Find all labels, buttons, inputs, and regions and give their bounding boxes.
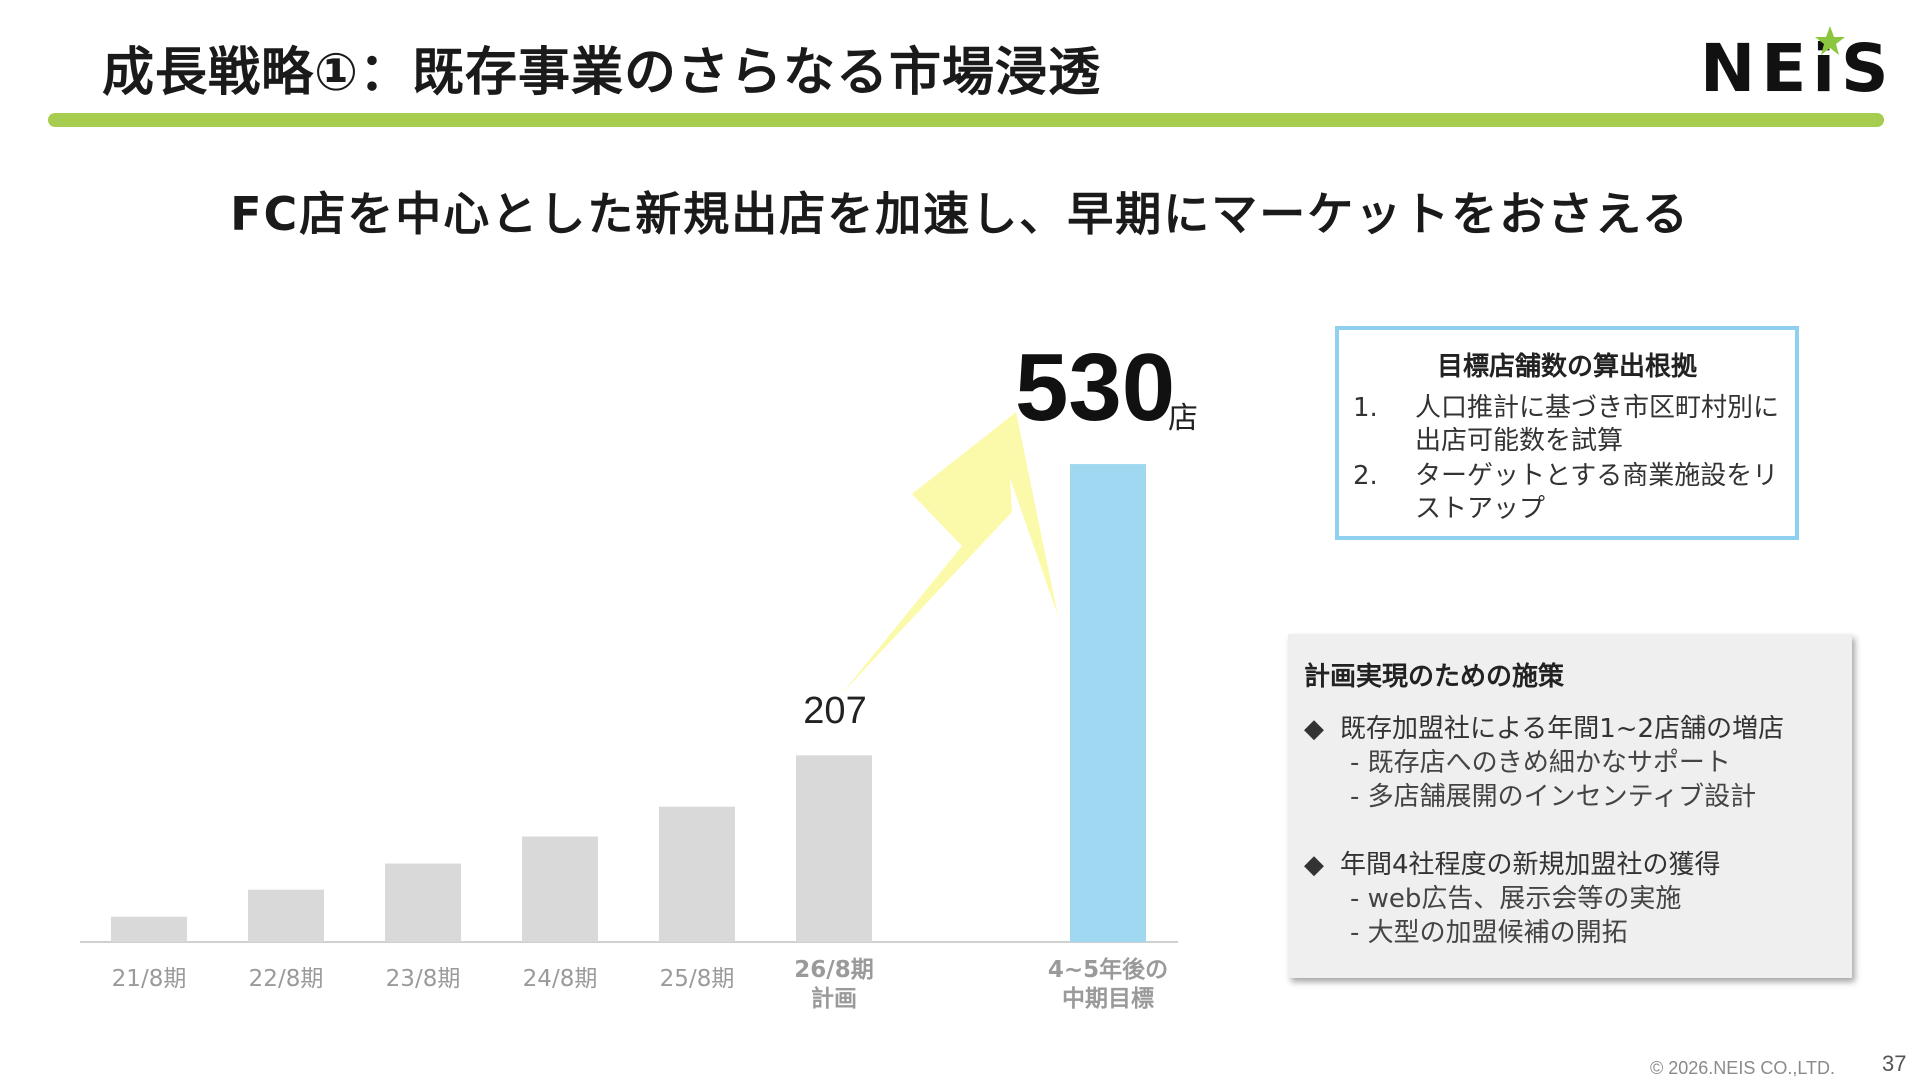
- measure-heading-text: 年間4社程度の新規加盟社の獲得: [1340, 850, 1721, 880]
- basis-list: 1. 人口推計に基づき市区町村別に出店可能数を試算 2. ターゲットとする商業施…: [1353, 392, 1793, 528]
- list-item: 1. 人口推計に基づき市区町村別に出店可能数を試算: [1353, 392, 1793, 458]
- basis-box: 目標店舗数の算出根拠 1. 人口推計に基づき市区町村別に出店可能数を試算 2. …: [1335, 326, 1799, 540]
- measure-heading: ◆ 年間4社程度の新規加盟社の獲得: [1304, 848, 1844, 882]
- company-logo: NEiS: [1700, 26, 1888, 107]
- measures-box: 計画実現のための施策 ◆ 既存加盟社による年間1~2店舗の増店 - 既存店へのきめ…: [1288, 634, 1852, 978]
- x-tick-label: 4~5年後の: [1048, 956, 1168, 983]
- target-value: 530: [1015, 334, 1176, 441]
- bar: [111, 916, 187, 942]
- list-number: 2.: [1353, 461, 1378, 491]
- star-icon: [1815, 26, 1845, 55]
- measure-heading-text: 既存加盟社による年間1~2店舗の増店: [1340, 714, 1785, 744]
- plan-value: 207: [803, 690, 867, 732]
- list-item: 2. ターゲットとする商業施設をリストアップ: [1353, 460, 1793, 526]
- x-tick-label: 中期目標: [1062, 986, 1154, 1012]
- x-tick-label: 25/8期: [660, 966, 735, 992]
- measure-sub-item: - 既存店へのきめ細かなサポート: [1350, 748, 1731, 778]
- measure-group: ◆ 年間4社程度の新規加盟社の獲得 - web広告、展示会等の実施 - 大型の加盟…: [1304, 848, 1844, 950]
- x-tick-label: 23/8期: [386, 966, 461, 992]
- growth-arrow: [842, 412, 1058, 694]
- bar: [659, 806, 735, 942]
- bar: [1070, 464, 1146, 942]
- bar: [796, 755, 872, 942]
- list-number: 1.: [1353, 393, 1378, 423]
- measures-box-title: 計画実現のための施策: [1304, 662, 1565, 692]
- list-text: 人口推計に基づき市区町村別に出店可能数を試算: [1415, 393, 1780, 456]
- measure-group: ◆ 既存加盟社による年間1~2店舗の増店 - 既存店へのきめ細かなサポート - 多…: [1304, 712, 1844, 814]
- measure-sub-item: - web広告、展示会等の実施: [1350, 884, 1682, 914]
- list-text: ターゲットとする商業施設をリストアップ: [1415, 461, 1779, 524]
- measure-sub-item: - 大型の加盟候補の開拓: [1350, 918, 1628, 948]
- x-tick-label: 22/8期: [249, 966, 324, 992]
- measure-sub-item: - 多店舗展開のインセンティブ設計: [1350, 782, 1757, 812]
- x-tick-label: 26/8期: [794, 957, 873, 983]
- diamond-bullet-icon: ◆: [1304, 714, 1324, 744]
- bar: [385, 863, 461, 942]
- logo-text: NEiS: [1700, 30, 1895, 107]
- bar: [248, 889, 324, 942]
- page-number: 37: [1882, 1051, 1907, 1076]
- x-tick-label: 計画: [811, 985, 857, 1012]
- page-title: 成長戦略①：既存事業のさらなる市場浸透: [102, 43, 1102, 103]
- x-tick-label: 21/8期: [112, 966, 187, 992]
- header-divider: [48, 113, 1884, 127]
- x-tick-label: 24/8期: [523, 966, 598, 992]
- target-unit: 店: [1168, 401, 1198, 436]
- measure-heading: ◆ 既存加盟社による年間1~2店舗の増店: [1304, 712, 1844, 746]
- slide-subtitle: FC店を中心とした新規出店を加速し、早期にマーケットをおさえる: [230, 187, 1690, 241]
- basis-box-title: 目標店舗数の算出根拠: [1436, 352, 1697, 382]
- copyright-text: © 2026.NEIS CO.,LTD.: [1650, 1058, 1835, 1078]
- diamond-bullet-icon: ◆: [1304, 850, 1324, 880]
- bar: [522, 836, 598, 942]
